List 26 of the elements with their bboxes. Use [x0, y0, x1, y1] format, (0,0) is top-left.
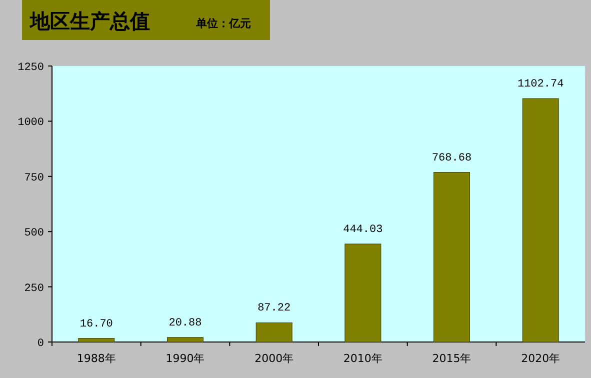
bar [78, 338, 115, 342]
x-tick-label: 1990年 [166, 352, 205, 365]
data-label: 16.70 [80, 318, 113, 330]
bar [434, 172, 470, 342]
x-tick-label: 1988年 [76, 352, 116, 365]
y-tick-label: 1250 [18, 62, 44, 74]
bar [344, 244, 382, 342]
x-tick-label: 2000年 [254, 352, 294, 365]
bar [522, 98, 559, 342]
y-tick-label: 250 [24, 282, 44, 295]
x-tick-label: 2015年 [432, 352, 472, 365]
data-label: 768.68 [432, 152, 472, 164]
bar [256, 322, 292, 342]
chart-title: 地区生产总值 [29, 9, 150, 33]
x-tick-label: 2020年 [521, 352, 560, 365]
y-tick-label: 500 [24, 228, 44, 240]
data-label: 20.88 [168, 317, 202, 330]
y-tick-label: 750 [24, 172, 44, 184]
chart-subtitle: 单位：亿元 [195, 17, 251, 30]
data-label: 444.03 [343, 224, 383, 236]
x-tick-label: 2010年 [343, 352, 382, 365]
data-label: 87.22 [258, 302, 291, 315]
y-tick-label: 0 [37, 338, 44, 350]
y-tick-label: 1000 [18, 117, 44, 130]
bar [167, 337, 204, 342]
data-label: 1102.74 [517, 78, 564, 91]
